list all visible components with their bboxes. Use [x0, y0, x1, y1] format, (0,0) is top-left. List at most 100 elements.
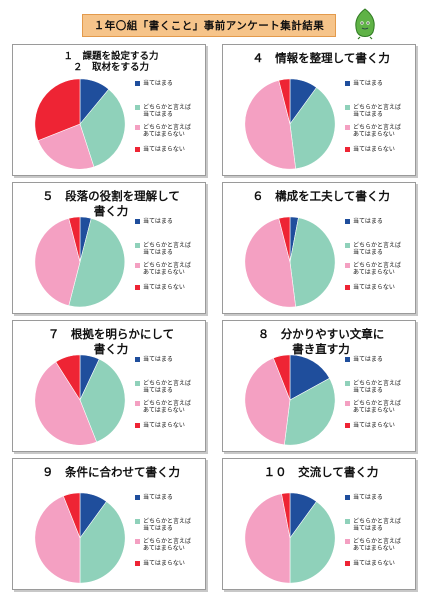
legend-label: どちらかと言えば: [353, 400, 402, 407]
chart-title-line: ４ 情報を整理して書く力: [252, 51, 390, 65]
pie-slice: [34, 217, 81, 307]
pie-chart: [34, 78, 126, 170]
legend-label: どちらかと言えば: [143, 104, 192, 111]
legend-label: 当てはまらない: [353, 560, 395, 567]
legend-label: 当てはまる: [143, 249, 173, 256]
legend-label: あてはまらない: [353, 131, 395, 138]
legend-swatch: [345, 357, 350, 362]
pie-chart: [244, 78, 336, 170]
pie-slice: [281, 492, 291, 539]
legend-item: 当てはまる: [345, 218, 383, 225]
legend-swatch: [135, 125, 140, 130]
legend-item: 当てはまる: [135, 356, 173, 363]
legend-label: 当てはまる: [353, 356, 383, 363]
legend-label: あてはまらない: [353, 269, 395, 276]
legend-item: 当てはまる: [345, 356, 383, 363]
legend-item: どちらかと言えば 当てはまる: [135, 380, 191, 394]
pie-slice: [34, 495, 81, 584]
legend-label: どちらかと言えば: [353, 104, 402, 111]
legend-label: 当てはまる: [353, 494, 383, 501]
legend-swatch: [345, 285, 350, 290]
pie-slice: [289, 501, 336, 584]
legend-label: あてはまらない: [143, 407, 185, 414]
legend-label: どちらかと言えば: [143, 518, 192, 525]
legend-swatch: [135, 81, 140, 86]
legend-label: 当てはまる: [353, 218, 383, 225]
legend-label: 当てはまる: [143, 525, 173, 532]
legend-item: 当てはまらない: [135, 422, 185, 429]
legend-swatch: [345, 125, 350, 130]
pie-chart: [244, 354, 336, 446]
legend-swatch: [345, 263, 350, 268]
legend-item: どちらかと言えば あてはまらない: [345, 262, 401, 276]
legend-item: 当てはまる: [135, 218, 173, 225]
legend-item: どちらかと言えば 当てはまる: [345, 104, 401, 118]
legend-swatch: [345, 81, 350, 86]
pie-chart: [244, 216, 336, 308]
pie-slice: [34, 78, 81, 141]
legend-item: どちらかと言えば 当てはまる: [135, 242, 191, 256]
legend-swatch: [135, 105, 140, 110]
legend-item: どちらかと言えば 当てはまる: [135, 104, 191, 118]
pie-slice: [278, 216, 291, 263]
legend-item: 当てはまらない: [345, 422, 395, 429]
legend-item: どちらかと言えば あてはまらない: [345, 538, 401, 552]
legend-swatch: [345, 147, 350, 152]
legend-swatch: [345, 539, 350, 544]
chart-panel: ９ 条件に合わせて書く力 当てはまる どちらかと言えば 当てはまる どちらかと言えば あて…: [12, 458, 206, 590]
legend-item: 当てはまらない: [135, 146, 185, 153]
legend-label: あてはまらない: [143, 131, 185, 138]
pie-chart: [34, 216, 126, 308]
chart-title-line: ２ 取材をする力: [72, 62, 149, 73]
chart-title-line: 書く力: [93, 342, 129, 356]
pie-slice: [79, 501, 126, 584]
pie-slice: [63, 492, 81, 539]
legend-label: 当てはまる: [143, 387, 173, 394]
legend-item: どちらかと言えば 当てはまる: [345, 242, 401, 256]
pie-chart: [244, 492, 336, 584]
legend-swatch: [135, 147, 140, 152]
legend-swatch: [135, 263, 140, 268]
legend-item: 当てはまる: [345, 80, 383, 87]
legend-swatch: [345, 401, 350, 406]
legend-label: 当てはまる: [143, 111, 173, 118]
pie-slice: [34, 361, 97, 446]
legend-label: あてはまらない: [353, 407, 395, 414]
chart-title: ４ 情報を整理して書く力: [231, 51, 411, 66]
pie-slice: [289, 354, 330, 401]
legend-swatch: [135, 423, 140, 428]
legend-item: どちらかと言えば 当てはまる: [345, 380, 401, 394]
pie-slice: [289, 87, 336, 170]
pie-slice: [289, 217, 336, 308]
legend-swatch: [345, 519, 350, 524]
legend-label: 当てはまる: [353, 249, 383, 256]
legend-swatch: [135, 561, 140, 566]
pie-slice: [278, 78, 291, 125]
legend-label: 当てはまる: [143, 494, 173, 501]
legend-swatch: [345, 219, 350, 224]
legend-label: どちらかと言えば: [353, 538, 402, 545]
pie-chart: [34, 492, 126, 584]
pie-slice: [244, 493, 291, 584]
pie-slice: [244, 357, 291, 446]
legend-label: どちらかと言えば: [143, 262, 192, 269]
pie-slice: [68, 217, 126, 308]
legend-item: どちらかと言えば あてはまらない: [135, 124, 191, 138]
chart-panel: ４ 情報を整理して書く力当てはまるどちらかと言えば 当てはまる どちらかと言えば あて…: [222, 44, 416, 176]
chart-title: ５ 段落の役割を理解して 書く力: [21, 189, 201, 219]
leaf-mascot-icon: [355, 8, 375, 40]
legend-swatch: [345, 495, 350, 500]
legend-label: あてはまらない: [353, 545, 395, 552]
chart-title-line: ９ 条件に合わせて書く力: [42, 465, 180, 479]
legend-item: どちらかと言えば あてはまらない: [135, 262, 191, 276]
legend-label: どちらかと言えば: [353, 518, 402, 525]
pie-slice: [79, 88, 126, 168]
legend-label: 当てはまらない: [143, 146, 185, 153]
legend-swatch: [345, 381, 350, 386]
chart-title: １ 課題を設定する力 ２ 取材をする力: [21, 51, 201, 73]
legend-label: 当てはまらない: [143, 560, 185, 567]
legend-label: 当てはまらない: [143, 284, 185, 291]
legend-label: 当てはまらない: [143, 422, 185, 429]
legend-swatch: [345, 561, 350, 566]
chart-panel: ６ 構成を工夫して書く力 当てはまる どちらかと言えば 当てはまる どちらかと言えば あて…: [222, 182, 416, 314]
